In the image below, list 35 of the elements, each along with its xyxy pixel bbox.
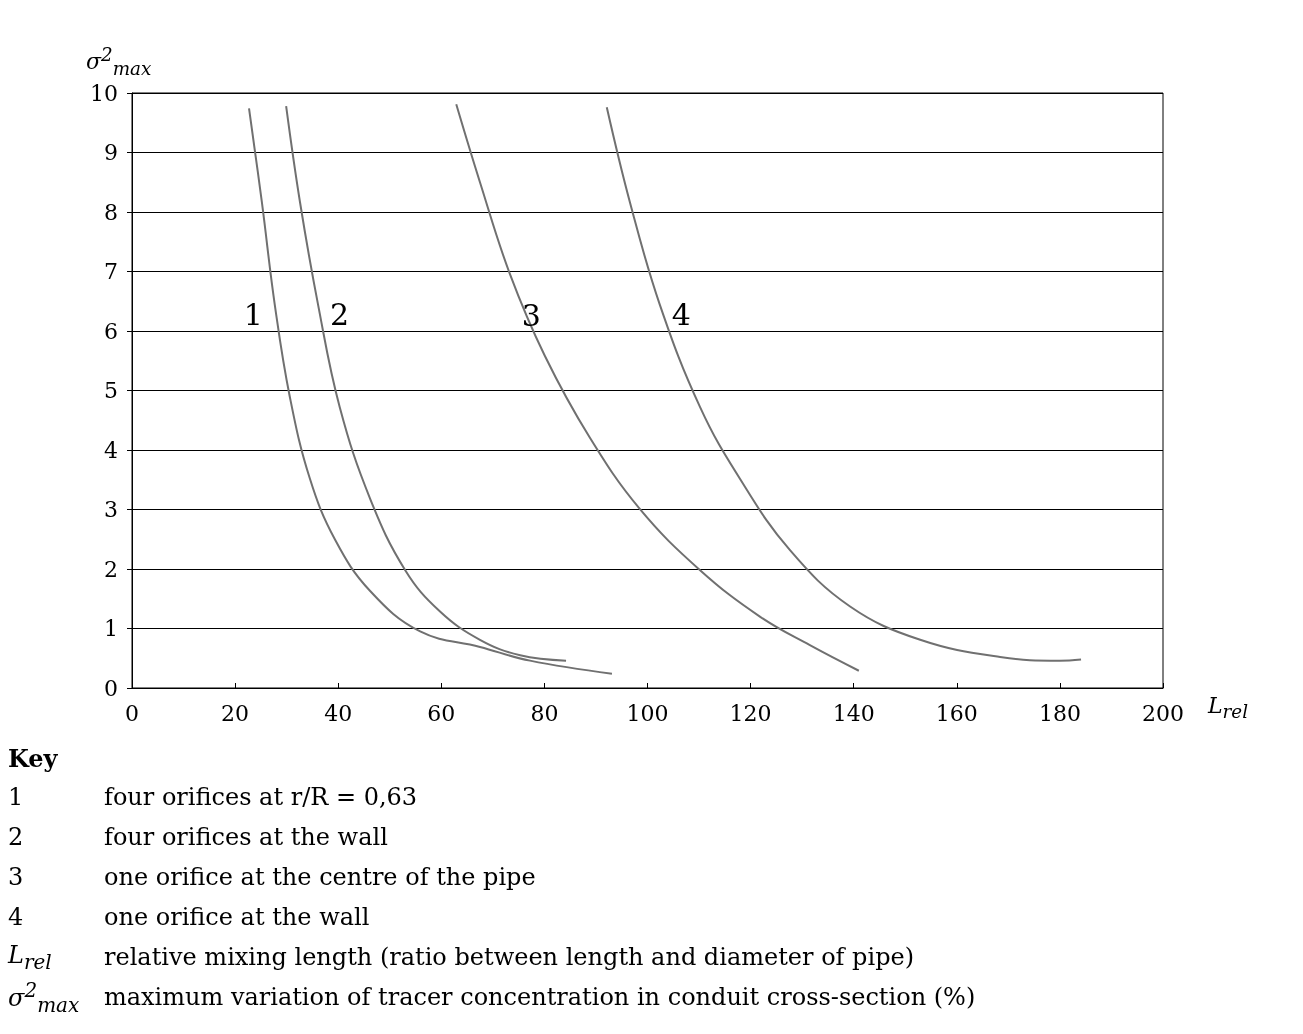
series-label: 1: [243, 297, 263, 333]
y-tick-label: 8: [104, 199, 118, 225]
text: Key: [8, 744, 59, 773]
y-tick-label: 10: [90, 80, 118, 106]
x-tick-label: 80: [530, 700, 559, 726]
y-tick-label: 9: [104, 140, 118, 165]
x-tick-label: 100: [626, 700, 669, 726]
x-axis-title: L$_{rel}$: [1208, 693, 1249, 723]
x-tick-label: 60: [427, 700, 456, 726]
text: L$_{rel}$ relative mixing length (ratio between length and diameter of pipe): [8, 940, 915, 974]
y-tick-label: 5: [104, 378, 118, 403]
x-tick-label: 0: [125, 700, 139, 726]
y-tick-label: 2: [104, 556, 118, 582]
y-tick-label: 4: [104, 437, 118, 463]
line-series: [605, 106, 1083, 662]
y-tick-label: 7: [104, 259, 118, 284]
x-tick-label: 140: [832, 700, 875, 726]
x-tick-label: 160: [935, 700, 978, 726]
text: 2 four orifices at the wall: [8, 823, 388, 851]
text: 1 four orifices at r/R = 0,63: [8, 783, 418, 811]
text: 3 one orifice at the centre of the pipe: [8, 863, 536, 891]
y-tick-label: 1: [104, 616, 118, 641]
y-tick-label: 6: [104, 318, 118, 344]
y-tick-label: 3: [104, 497, 118, 522]
y-tick-label: 0: [104, 675, 118, 701]
series-label: 4: [671, 297, 691, 333]
text: 4 one orifice at the wall: [8, 903, 370, 931]
line-series: [248, 107, 613, 675]
x-tick-label: 120: [729, 700, 772, 726]
x-tick-label: 200: [1142, 700, 1184, 726]
series-label: 2: [330, 297, 350, 333]
x-tick-label: 40: [324, 700, 353, 726]
x-tick-label: 20: [221, 700, 250, 726]
line-series: [455, 103, 860, 672]
x-tick-label: 180: [1038, 700, 1081, 726]
